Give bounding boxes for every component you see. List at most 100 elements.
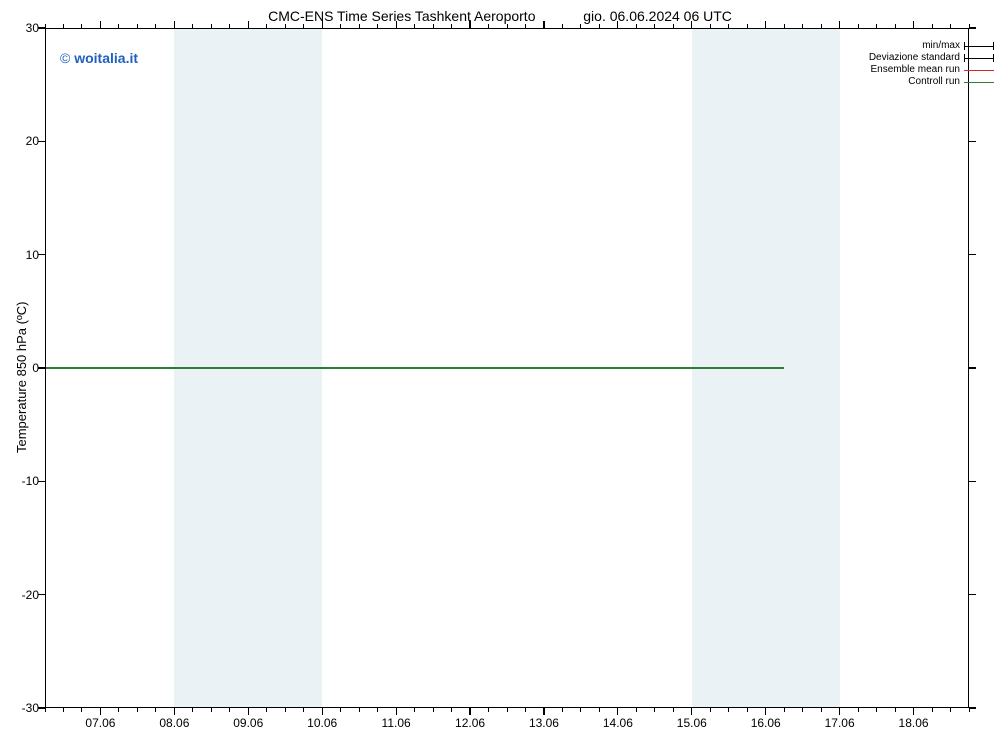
x-minor-tick-mark	[377, 24, 378, 28]
x-minor-tick-mark	[802, 708, 803, 712]
x-minor-tick-mark	[507, 708, 508, 712]
x-minor-tick-mark	[63, 24, 64, 28]
x-minor-tick-mark	[45, 24, 46, 28]
legend-item-label: Deviazione standard	[869, 52, 960, 64]
y-tick-mark	[38, 594, 45, 595]
legend-item: Deviazione standard	[869, 52, 994, 64]
copyright-symbol: ©	[60, 50, 70, 66]
x-minor-tick-mark	[340, 24, 341, 28]
x-minor-tick-mark	[636, 24, 637, 28]
legend-item-label: Ensemble mean run	[871, 64, 961, 76]
x-minor-tick-mark	[229, 24, 230, 28]
x-minor-tick-mark	[580, 24, 581, 28]
x-minor-tick-mark	[599, 708, 600, 712]
x-minor-tick-mark	[303, 708, 304, 712]
x-minor-tick-mark	[673, 24, 674, 28]
x-minor-tick-mark	[118, 708, 119, 712]
x-minor-tick-mark	[266, 708, 267, 712]
x-minor-tick-mark	[340, 708, 341, 712]
x-minor-tick-mark	[507, 24, 508, 28]
x-minor-tick-mark	[192, 708, 193, 712]
series-control-run	[45, 367, 784, 368]
legend-swatch	[964, 53, 994, 63]
y-axis-title: Temperature 850 hPa (ºC)	[14, 302, 29, 453]
x-minor-tick-mark	[488, 708, 489, 712]
x-minor-tick-mark	[876, 24, 877, 28]
y-tick-label: -10	[5, 474, 39, 488]
x-minor-tick-mark	[599, 24, 600, 28]
x-minor-tick-mark	[118, 24, 119, 28]
x-minor-tick-mark	[266, 24, 267, 28]
legend: min/maxDeviazione standardEnsemble mean …	[869, 40, 994, 88]
x-minor-tick-mark	[821, 24, 822, 28]
x-tick-label: 17.06	[825, 716, 855, 730]
x-tick-label: 12.06	[455, 716, 485, 730]
x-minor-tick-mark	[821, 708, 822, 712]
y-tick-label: 10	[5, 248, 39, 262]
x-minor-tick-mark	[359, 708, 360, 712]
x-tick-label: 13.06	[529, 716, 559, 730]
legend-item-label: min/max	[922, 40, 960, 52]
x-tick-mark	[100, 21, 101, 28]
x-tick-mark	[248, 708, 249, 715]
x-minor-tick-mark	[192, 24, 193, 28]
x-minor-tick-mark	[155, 708, 156, 712]
chart-title-right: gio. 06.06.2024 06 UTC	[583, 8, 732, 24]
x-minor-tick-mark	[728, 708, 729, 712]
x-minor-tick-mark	[285, 24, 286, 28]
x-minor-tick-mark	[895, 708, 896, 712]
x-minor-tick-mark	[285, 708, 286, 712]
x-tick-mark	[248, 21, 249, 28]
x-minor-tick-mark	[377, 708, 378, 712]
x-minor-tick-mark	[562, 708, 563, 712]
y-tick-mark	[969, 707, 976, 708]
x-minor-tick-mark	[63, 708, 64, 712]
chart-title-row: CMC-ENS Time Series Tashkent Aeroporto g…	[0, 8, 1000, 24]
x-tick-mark	[913, 708, 914, 715]
x-minor-tick-mark	[155, 24, 156, 28]
x-tick-label: 14.06	[603, 716, 633, 730]
x-minor-tick-mark	[784, 24, 785, 28]
x-minor-tick-mark	[895, 24, 896, 28]
watermark-text: woitalia.it	[74, 50, 138, 66]
x-minor-tick-mark	[747, 708, 748, 712]
y-tick-mark	[969, 481, 976, 482]
y-tick-mark	[38, 141, 45, 142]
watermark: © woitalia.it	[60, 50, 138, 66]
legend-swatch	[964, 77, 994, 87]
x-minor-tick-mark	[451, 24, 452, 28]
legend-swatch	[964, 65, 994, 75]
x-tick-mark	[322, 708, 323, 715]
x-minor-tick-mark	[525, 708, 526, 712]
legend-swatch	[964, 41, 994, 51]
y-tick-mark	[969, 594, 976, 595]
x-tick-mark	[469, 21, 470, 28]
x-tick-mark	[913, 21, 914, 28]
y-tick-mark	[38, 481, 45, 482]
x-minor-tick-mark	[784, 708, 785, 712]
x-tick-label: 07.06	[85, 716, 115, 730]
x-minor-tick-mark	[451, 708, 452, 712]
legend-item: Controll run	[869, 76, 994, 88]
x-minor-tick-mark	[229, 708, 230, 712]
y-tick-label: 30	[5, 21, 39, 35]
chart-container: CMC-ENS Time Series Tashkent Aeroporto g…	[0, 0, 1000, 733]
x-tick-label: 09.06	[233, 716, 263, 730]
y-tick-mark	[969, 27, 976, 28]
x-tick-mark	[100, 708, 101, 715]
x-tick-mark	[174, 708, 175, 715]
plot-area	[45, 28, 969, 708]
x-minor-tick-mark	[802, 24, 803, 28]
x-minor-tick-mark	[433, 24, 434, 28]
x-tick-label: 18.06	[899, 716, 929, 730]
y-tick-mark	[969, 254, 976, 255]
x-minor-tick-mark	[81, 24, 82, 28]
x-minor-tick-mark	[81, 708, 82, 712]
y-tick-label: 20	[5, 134, 39, 148]
x-minor-tick-mark	[710, 708, 711, 712]
x-tick-mark	[839, 708, 840, 715]
x-tick-mark	[174, 21, 175, 28]
x-minor-tick-mark	[673, 708, 674, 712]
legend-item: Ensemble mean run	[869, 64, 994, 76]
x-tick-label: 11.06	[382, 716, 411, 730]
